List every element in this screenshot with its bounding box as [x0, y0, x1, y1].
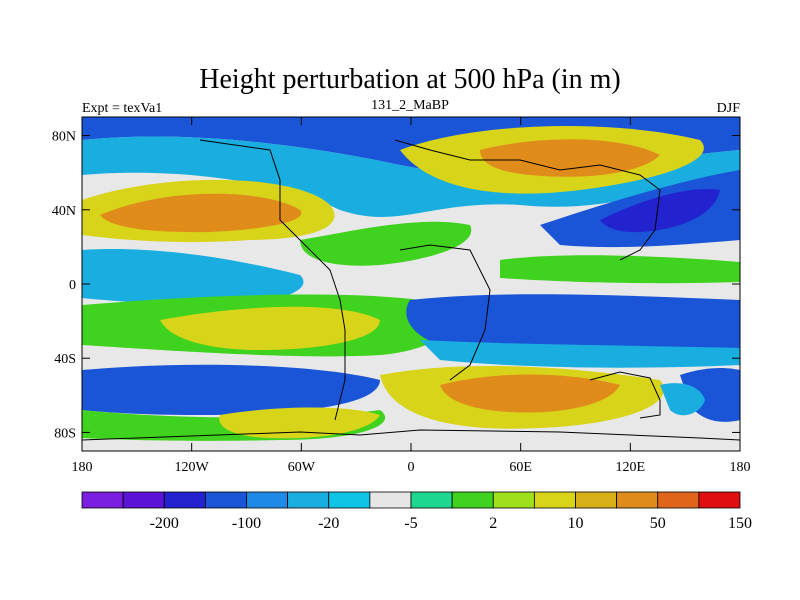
coastline-africa [399, 244, 491, 381]
x-tick-label: 180 [72, 460, 93, 475]
ne-darkblue [600, 189, 720, 233]
colorbar-swatch [163, 491, 206, 509]
coastline-eurasia [394, 139, 661, 261]
colorbar-label: 10 [568, 515, 584, 532]
x-tick-label: 0 [408, 460, 415, 475]
se-cyan [660, 383, 705, 416]
colorbar-label: -5 [404, 515, 417, 532]
band-south-cyan [420, 340, 740, 368]
x-axis: 180 120W 60W 0 60E 120E 180 [72, 117, 751, 475]
colorbar-swatch [492, 491, 535, 509]
colorbar-swatch [616, 491, 659, 509]
coastline-antarctica [82, 429, 740, 441]
y-tick-label: 80S [54, 426, 76, 441]
colorbar-swatch [451, 491, 494, 509]
eq-green [300, 221, 472, 266]
y-tick-label: 40N [52, 204, 76, 219]
x-tick-label: 120W [175, 460, 210, 475]
colorbar-swatch [657, 491, 700, 509]
ne-orange [480, 139, 660, 177]
band-south-deep [82, 364, 380, 415]
colorbar-swatch [204, 491, 247, 509]
colorbar-label: -100 [232, 515, 261, 532]
coastline-americas [199, 139, 346, 421]
band-north-cyan [82, 136, 740, 217]
colorbar-swatch [369, 491, 412, 509]
colorbar: -200 -100 -20 -5 2 10 50 150 [81, 491, 752, 532]
coastline-australia [589, 371, 661, 419]
eq-green-east [500, 255, 740, 284]
colorbar-label: 2 [489, 515, 497, 532]
y-axis: 80N 40N 0 40S 80S [52, 130, 740, 441]
run-label: 131_2_MaBP [371, 98, 449, 113]
y-tick-label: 40S [54, 352, 76, 367]
x-tick-label: 120E [616, 460, 646, 475]
y-tick-label: 80N [52, 130, 76, 145]
colorbar-swatch [410, 491, 453, 509]
colorbar-swatch [533, 491, 576, 509]
y-tick-label: 0 [69, 278, 76, 293]
colorbar-swatch [81, 491, 124, 509]
se-orange [440, 374, 620, 413]
colorbar-swatch [328, 491, 371, 509]
experiment-label: Expt = texVa1 [82, 101, 162, 116]
x-tick-label: 60W [288, 460, 316, 475]
sw-yellow [219, 407, 380, 439]
colorbar-swatch [698, 491, 741, 509]
colorbar-label: 50 [650, 515, 666, 532]
colorbar-swatch [287, 491, 330, 509]
colorbar-label: -20 [318, 515, 339, 532]
colorbar-swatch [122, 491, 165, 509]
season-label: DJF [717, 101, 741, 116]
band-north-orange [100, 193, 302, 233]
eq-cyan [82, 249, 304, 306]
colorbar-swatch [246, 491, 289, 509]
x-tick-label: 60E [509, 460, 532, 475]
band-south-yellow [160, 306, 380, 350]
chart-title: Height perturbation at 500 hPa (in m) [199, 64, 620, 95]
contour-field [82, 117, 740, 451]
colorbar-label: 150 [728, 515, 752, 532]
colorbar-swatch [575, 491, 618, 509]
colorbar-label: -200 [150, 515, 179, 532]
x-tick-label: 180 [730, 460, 751, 475]
